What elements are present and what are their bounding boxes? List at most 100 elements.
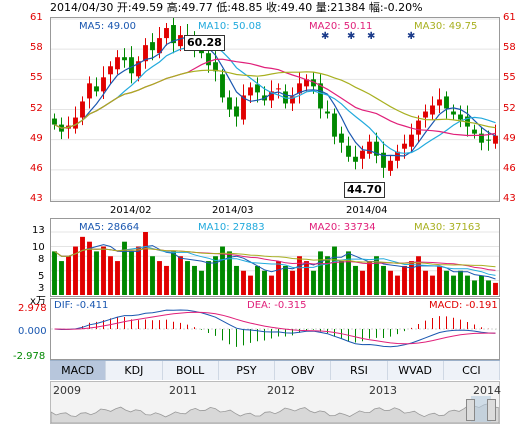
- macd-panel[interactable]: DIF: -0.411 DEA: -0.315 MACD: -0.191: [50, 298, 500, 360]
- candle-body: [444, 96, 449, 109]
- volume-bar: [444, 270, 449, 295]
- volume-bar: [472, 280, 477, 295]
- candle-body: [318, 83, 323, 109]
- volume-bar: [192, 265, 197, 295]
- header-change: 幅:-0.20%: [368, 1, 423, 14]
- range-handle-right[interactable]: [487, 399, 496, 421]
- year-2012: 2012: [267, 384, 295, 397]
- volume-bar: [199, 270, 204, 295]
- candle-body: [276, 88, 281, 90]
- candle-body: [115, 57, 120, 70]
- tab-kdj[interactable]: KDJ: [106, 361, 163, 380]
- volume-tick-3: 3: [38, 282, 45, 294]
- tab-psy[interactable]: PSY: [218, 361, 275, 380]
- candle-body: [297, 83, 302, 94]
- volume-bar: [395, 275, 400, 295]
- candle-body: [101, 77, 106, 92]
- price-left-tick-55: 55: [30, 72, 43, 84]
- price-left-tick-52: 52: [30, 102, 43, 114]
- volume-bar: [318, 251, 323, 295]
- candle-body: [73, 117, 78, 129]
- candle-body: [269, 91, 274, 101]
- price-right-tick-61: 61: [503, 12, 516, 23]
- candle-body: [451, 111, 456, 115]
- volume-bar: [486, 280, 491, 295]
- timeline-navigator[interactable]: 2009 2011 2012 2013 2014: [50, 381, 501, 424]
- candle-body: [339, 133, 344, 143]
- volume-chart-svg: [51, 231, 499, 295]
- volume-bar: [262, 270, 267, 295]
- volume-bar: [451, 275, 456, 295]
- price-left-tick-58: 58: [30, 42, 43, 54]
- candle-body: [493, 135, 498, 144]
- candle-body: [430, 105, 435, 115]
- tab-macd[interactable]: MACD: [50, 361, 107, 380]
- range-handle-left[interactable]: [466, 399, 475, 421]
- high-price-marker: 60.28: [184, 35, 225, 51]
- candle-body: [241, 95, 246, 120]
- tab-boll[interactable]: BOLL: [162, 361, 219, 380]
- volume-ma10-label: MA10: 27883: [198, 222, 265, 233]
- year-2009: 2009: [53, 384, 81, 397]
- tab-obv[interactable]: OBV: [275, 361, 332, 380]
- volume-bar: [283, 265, 288, 295]
- candle-body: [80, 101, 85, 118]
- volume-bar: [227, 251, 232, 295]
- macd-dea-label: DEA: -0.315: [247, 300, 307, 311]
- volume-panel[interactable]: MA5: 28664 MA10: 27883 MA20: 33734 MA30:…: [50, 218, 500, 297]
- volume-bar: [59, 261, 64, 295]
- volume-bar: [171, 251, 176, 295]
- candle-body: [150, 42, 155, 51]
- volume-bar: [297, 256, 302, 295]
- volume-bar: [367, 261, 372, 295]
- year-2011: 2011: [169, 384, 197, 397]
- date-tick-apr: 2014/04: [346, 205, 388, 216]
- volume-bar: [346, 251, 351, 295]
- volume-bar: [290, 270, 295, 295]
- volume-ma20-label: MA20: 33734: [309, 222, 376, 233]
- price-ma5-line: [54, 36, 496, 157]
- candle-body: [234, 106, 239, 117]
- header-volume: 量:21384: [315, 1, 366, 14]
- volume-bar: [416, 256, 421, 295]
- candle-body: [143, 45, 148, 62]
- candle-body: [87, 83, 92, 99]
- price-left-tick-61: 61: [30, 12, 43, 23]
- volume-bar: [430, 275, 435, 295]
- volume-unit-label: x万: [30, 296, 46, 307]
- volume-bar: [437, 265, 442, 295]
- price-right-tick-49: 49: [503, 132, 516, 144]
- candle-body: [213, 62, 218, 72]
- candle-body: [437, 99, 442, 106]
- macd-tick-bottom: -2.978: [13, 351, 46, 362]
- header-open: 开:49.59: [116, 1, 164, 14]
- candle-body: [290, 96, 295, 104]
- indicator-tabs: MACD KDJ BOLL PSY OBV RSI WVAD CCI: [50, 360, 500, 380]
- tab-wvad[interactable]: WVAD: [387, 361, 444, 380]
- candle-body: [178, 35, 183, 47]
- candle-body: [325, 111, 330, 114]
- candle-body: [458, 114, 463, 120]
- quote-header: 2014/04/30 开:49.59 高:49.77 低:48.85 收:49.…: [0, 0, 521, 17]
- tab-rsi[interactable]: RSI: [331, 361, 388, 380]
- volume-bar: [374, 256, 379, 295]
- volume-bar: [52, 251, 57, 295]
- volume-bar: [185, 261, 190, 295]
- tab-cci[interactable]: CCI: [443, 361, 500, 380]
- price-left-tick-49: 49: [30, 132, 43, 144]
- candle-body: [381, 152, 386, 168]
- volume-bar: [409, 261, 414, 295]
- candle-body: [486, 139, 491, 141]
- candle-body: [374, 141, 379, 156]
- candle-body: [346, 145, 351, 157]
- price-panel[interactable]: ✱ ✱ ✱ ✱ MA5: 49.00 MA10: 50.08 MA20: 50.11 …: [50, 17, 500, 202]
- candle-body: [52, 118, 57, 125]
- volume-bar: [248, 275, 253, 295]
- volume-ma30-label: MA30: 37163: [414, 222, 481, 233]
- volume-bar: [213, 256, 218, 295]
- header-close: 收:49.40: [266, 1, 313, 14]
- price-ma10-label: MA10: 50.08: [198, 21, 262, 32]
- year-2013: 2013: [369, 384, 397, 397]
- price-ma20-label: MA20: 50.11: [309, 21, 373, 32]
- candle-body: [164, 28, 169, 39]
